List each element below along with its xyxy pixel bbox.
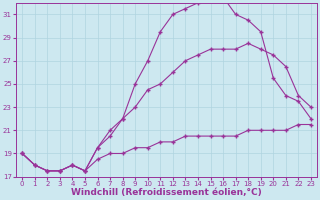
X-axis label: Windchill (Refroidissement éolien,°C): Windchill (Refroidissement éolien,°C)	[71, 188, 262, 197]
